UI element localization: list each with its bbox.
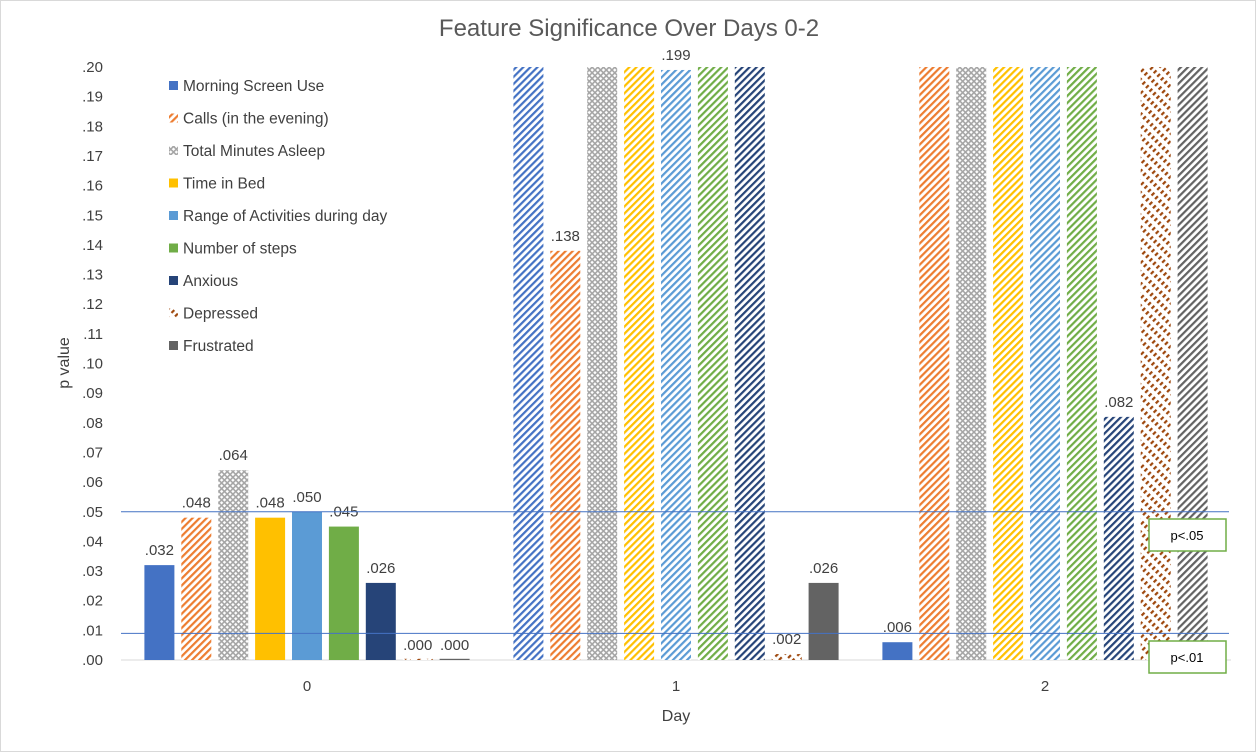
y-tick-label: .10 bbox=[82, 356, 103, 373]
y-tick-label: .13 bbox=[82, 267, 103, 284]
bar bbox=[661, 69, 691, 661]
bar bbox=[808, 582, 839, 660]
y-tick-label: .03 bbox=[82, 563, 103, 580]
bar bbox=[365, 582, 396, 660]
data-label: .048 bbox=[182, 495, 211, 512]
x-tick-label: 0 bbox=[303, 678, 311, 695]
legend-entry: Total Minutes Asleep bbox=[183, 143, 325, 160]
data-label: .000 bbox=[403, 637, 432, 654]
y-tick-label: .18 bbox=[82, 118, 103, 135]
y-tick-label: .11 bbox=[83, 326, 103, 343]
bar bbox=[771, 654, 802, 660]
threshold-label: p<.01 bbox=[1171, 650, 1204, 665]
x-tick-label: 1 bbox=[672, 678, 680, 695]
y-tick-label: .00 bbox=[82, 652, 103, 669]
bar bbox=[181, 517, 212, 660]
y-tick-label: .08 bbox=[82, 415, 103, 432]
y-tick-label: .17 bbox=[82, 148, 103, 165]
legend: Morning Screen Use Calls (in the evening)… bbox=[169, 78, 387, 355]
threshold-box bbox=[1148, 640, 1227, 674]
data-label: .000 bbox=[440, 637, 469, 654]
legend-swatch bbox=[169, 243, 178, 253]
y-tick-label: .04 bbox=[82, 533, 103, 550]
bar bbox=[697, 67, 728, 660]
legend-entry: Calls (in the evening) bbox=[183, 111, 329, 128]
bar bbox=[1066, 67, 1097, 660]
bar bbox=[734, 67, 765, 660]
bar bbox=[513, 67, 544, 660]
bar bbox=[956, 67, 987, 660]
legend-swatch bbox=[169, 81, 178, 90]
legend-swatch bbox=[169, 341, 178, 350]
y-tick-label: .14 bbox=[82, 237, 103, 254]
bar bbox=[550, 250, 581, 660]
legend-swatch bbox=[169, 276, 178, 285]
legend-swatch bbox=[169, 113, 178, 123]
bar bbox=[1140, 67, 1171, 660]
data-label: .048 bbox=[255, 495, 284, 512]
bar bbox=[919, 67, 950, 660]
bar bbox=[882, 642, 913, 660]
data-label: .082 bbox=[1104, 394, 1133, 411]
y-tick-label: .01 bbox=[82, 622, 103, 639]
legend-entry: Anxious bbox=[183, 273, 238, 290]
bar bbox=[144, 565, 175, 660]
y-tick-label: .09 bbox=[82, 385, 103, 402]
data-label: .026 bbox=[809, 560, 838, 577]
x-axis-title: Day bbox=[662, 708, 690, 725]
data-label: .199 bbox=[661, 47, 690, 64]
bar bbox=[402, 658, 433, 660]
y-tick-label: .06 bbox=[82, 474, 103, 491]
bar bbox=[1103, 416, 1134, 660]
data-label: .050 bbox=[292, 489, 321, 506]
y-tick-label: .19 bbox=[82, 89, 103, 106]
data-label: .002 bbox=[772, 631, 801, 648]
legend-entry: Frustrated bbox=[183, 338, 254, 355]
y-axis-title: p value bbox=[56, 337, 73, 389]
x-tick-label: 2 bbox=[1041, 678, 1049, 695]
bar bbox=[328, 526, 359, 660]
bar bbox=[624, 67, 655, 660]
bar bbox=[587, 67, 618, 660]
data-label: .026 bbox=[366, 560, 395, 577]
legend-entry: Number of steps bbox=[183, 241, 297, 258]
data-labels-group: .032.006.048.138.064.048.050.199.045.026… bbox=[145, 47, 1134, 654]
bar bbox=[218, 470, 249, 660]
threshold-box bbox=[1148, 518, 1227, 552]
bar bbox=[993, 67, 1024, 660]
bar bbox=[439, 658, 470, 660]
data-label: .006 bbox=[883, 619, 912, 636]
legend-entry: Morning Screen Use bbox=[183, 78, 324, 95]
legend-entry: Depressed bbox=[183, 306, 258, 323]
bar bbox=[1177, 67, 1208, 660]
threshold-lines-group: p<.05 p<.01 bbox=[121, 511, 1229, 674]
chart-title: Feature Significance Over Days 0-2 bbox=[439, 15, 819, 42]
legend-swatch bbox=[169, 178, 178, 188]
bar bbox=[255, 517, 286, 660]
data-label: .064 bbox=[219, 447, 248, 464]
y-tick-label: .12 bbox=[82, 296, 103, 313]
data-label: .032 bbox=[145, 542, 174, 559]
y-tick-label: .20 bbox=[82, 59, 103, 76]
y-tick-label: .16 bbox=[82, 178, 103, 195]
bar bbox=[292, 511, 322, 660]
bar bbox=[1030, 67, 1060, 660]
legend-entry: Time in Bed bbox=[183, 176, 265, 193]
bars-group bbox=[144, 67, 1208, 661]
legend-swatch bbox=[169, 211, 178, 220]
legend-swatch bbox=[169, 146, 178, 155]
y-tick-label: .15 bbox=[82, 207, 103, 224]
threshold-label: p<.05 bbox=[1171, 528, 1204, 543]
y-tick-label: .02 bbox=[82, 593, 103, 610]
legend-swatch bbox=[169, 308, 178, 318]
y-tick-label: .05 bbox=[82, 504, 103, 521]
x-axis-ticks: 0 1 2 bbox=[303, 678, 1049, 695]
data-label: .138 bbox=[551, 228, 580, 245]
y-tick-label: .07 bbox=[82, 444, 103, 461]
legend-entry: Range of Activities during day bbox=[183, 208, 387, 225]
y-axis-ticks: .00 .01 .02 .03 .04 .05 .06 .07 .08 .09 .10 .11 .12.… bbox=[82, 59, 103, 669]
